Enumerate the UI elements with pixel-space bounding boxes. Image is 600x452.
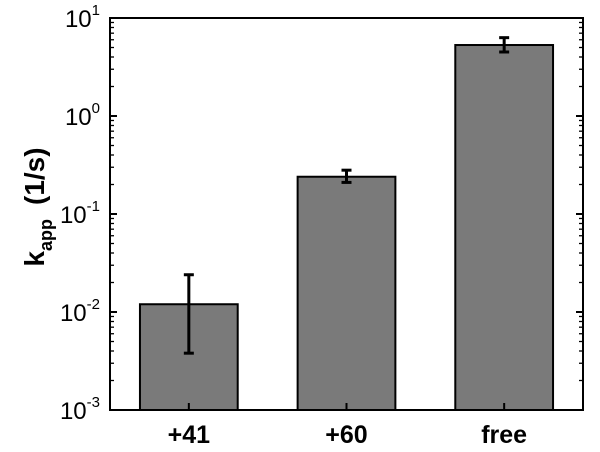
y-tick-exponent: 0 — [92, 100, 100, 117]
x-tick-label: +41 — [168, 421, 211, 449]
x-axis-labels: +41 +60 free — [168, 403, 527, 449]
y-tick-base: 10 — [65, 104, 92, 131]
y-axis-label-main: k — [19, 251, 50, 267]
y-tick-base: 10 — [60, 398, 87, 425]
y-tick-exponent: -2 — [87, 296, 100, 313]
bar-1 — [296, 175, 397, 411]
y-tick-exponent: -1 — [87, 198, 100, 215]
y-tick-label: 10-3 — [60, 394, 100, 425]
y-tick-label: 101 — [65, 2, 100, 33]
y-tick-base: 10 — [60, 300, 87, 327]
y-tick-exponent: -3 — [87, 394, 100, 411]
y-tick-base: 10 — [65, 6, 92, 33]
x-tick-label: free — [481, 421, 527, 449]
error-bars-group — [183, 36, 510, 355]
bars-group — [138, 44, 555, 411]
x-tick-label: +60 — [325, 421, 367, 449]
y-tick-base: 10 — [60, 202, 87, 229]
bar-2 — [454, 44, 555, 411]
y-tick-exponent: 1 — [92, 2, 100, 19]
y-axis-label: kapp (1/s) — [19, 147, 56, 266]
y-axis-label-unit: (1/s) — [19, 147, 50, 205]
y-axis-label-subscript: app — [36, 219, 56, 251]
y-tick-label: 10-1 — [60, 198, 100, 229]
y-tick-label: 10-2 — [60, 296, 100, 327]
y-tick-label: 100 — [65, 100, 100, 131]
